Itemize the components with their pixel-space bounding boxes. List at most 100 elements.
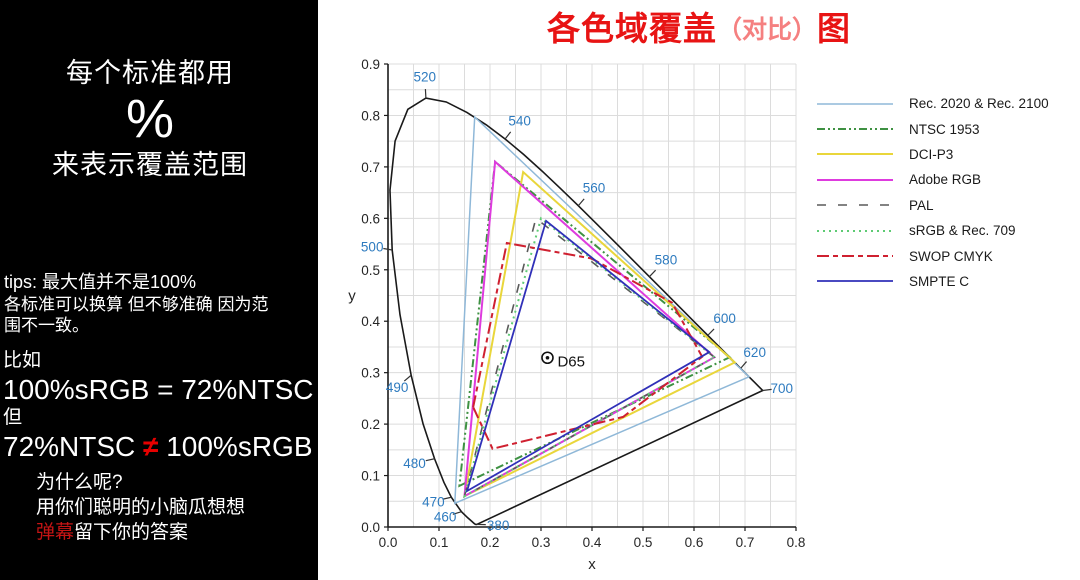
gamut-dci-p3 [463, 170, 737, 498]
legend-line-sample [817, 229, 893, 232]
wavelength-tick [425, 458, 435, 462]
page-title-suffix: 图 [817, 10, 851, 47]
example-intro: 比如 [3, 350, 42, 371]
y-tick-label: 0.0 [361, 520, 380, 535]
page-title-main: 各色域覆盖 [546, 10, 717, 47]
tips-line3: 围不一致。 [4, 316, 89, 335]
wavelength-label: 540 [508, 114, 531, 129]
wavelength-tick [442, 496, 452, 500]
legend-line-sample [817, 255, 893, 258]
legend-item: PAL [815, 193, 1049, 218]
question-line3-rest: 留下你的答案 [74, 522, 189, 543]
legend-line-sample [817, 204, 893, 207]
y-tick-label: 0.7 [361, 160, 380, 175]
legend-item: Rec. 2020 & Rec. 2100 [815, 91, 1049, 116]
legend-item: DCI-P3 [815, 142, 1049, 167]
gamut-swop-cmyk [472, 241, 704, 450]
not-equal-sign: ≠ [143, 431, 159, 462]
gamut-srgb-rec-709 [462, 216, 717, 499]
legend: Rec. 2020 & Rec. 2100 NTSC 1953 DCI-P3 Adob… [815, 91, 1049, 294]
y-tick-label: 0.4 [361, 314, 380, 329]
legend-label: SMPTE C [909, 273, 970, 289]
wavelength-tick [740, 361, 747, 369]
chart-panel: 各色域覆盖（对比）图 0.0 0.1 0.2 0.3 0.4 0.5 0.6 0.7 0.8 0.… [318, 0, 1080, 580]
equation-1: 100%sRGB = 72%NTSC [3, 374, 314, 405]
y-tick-label: 0.8 [361, 108, 380, 123]
x-tick-label: 0.0 [379, 535, 398, 550]
chromaticity-diagram: 0.0 0.1 0.2 0.3 0.4 0.5 0.6 0.7 0.8 0.0 0.1 0.2 0.3 0… [348, 57, 806, 573]
wavelength-tick [762, 388, 772, 392]
page-title: 各色域覆盖（对比）图 [318, 2, 1080, 50]
legend-line-sample [817, 102, 893, 105]
wavelength-tick [707, 328, 715, 336]
wavelength-tick [504, 131, 512, 140]
legend-item: Adobe RGB [815, 167, 1049, 192]
x-tick-label: 0.4 [583, 535, 602, 550]
question-line3: 弹幕留下你的答案 [36, 520, 245, 545]
x-tick-label: 0.1 [430, 535, 449, 550]
page-title-paren: （对比） [716, 16, 817, 44]
wavelength-tick [452, 511, 462, 515]
gamut-ntsc-1953 [458, 159, 732, 488]
headline-line1: 每个标准都用 [66, 58, 234, 88]
question-block: 为什么呢? 用你们聪明的小脑瓜想想 弹幕留下你的答案 [36, 470, 245, 545]
grid [387, 63, 797, 528]
equation-2-left: 72%NTSC [3, 431, 144, 462]
legend-label: SWOP CMYK [909, 248, 993, 264]
tips-line2: 各标准可以换算 但不够准确 因为范 [4, 295, 269, 314]
legend-line-sample [817, 153, 893, 156]
x-tick-label: 0.6 [685, 535, 704, 550]
legend-item: sRGB & Rec. 709 [815, 218, 1049, 243]
legend-line-sample [817, 178, 893, 181]
legend-label: Adobe RGB [909, 172, 982, 188]
wavelength-label: 520 [413, 69, 436, 84]
percent-symbol: % [125, 89, 174, 149]
headline-line2: 来表示覆盖范围 [52, 150, 248, 180]
wavelength-tick [577, 198, 585, 207]
legend-label: NTSC 1953 [909, 121, 980, 137]
y-tick-label: 0.6 [361, 211, 380, 226]
wavelength-label: 490 [386, 380, 409, 395]
wavelength-label: 560 [583, 180, 606, 195]
example-but: 但 [3, 407, 23, 428]
wavelength-tick [383, 247, 393, 251]
y-tick-label: 0.5 [361, 263, 380, 278]
tips-block: tips: 最大值并不是100% 各标准可以换算 但不够准确 因为范 围不一致。 [4, 271, 316, 336]
legend-line-sample [817, 280, 893, 283]
wavelength-label: 600 [713, 311, 736, 326]
y-tick-label: 0.9 [361, 57, 380, 72]
equation-2-right: 100%sRGB [158, 431, 313, 462]
gamut-rec-2020-rec-2100 [453, 115, 751, 505]
wavelength-label: 480 [403, 456, 426, 471]
legend-item: SMPTE C [815, 269, 1049, 294]
headline-block: 每个标准都用 % 来表示覆盖范围 [0, 56, 300, 182]
legend-item: NTSC 1953 [815, 116, 1049, 141]
equation-2: 72%NTSC ≠ 100%sRGB [3, 430, 318, 463]
wavelength-label: 580 [655, 252, 678, 267]
wavelength-label: 460 [434, 510, 457, 525]
spectral-locus [389, 97, 765, 526]
legend-line-sample [817, 128, 893, 131]
wavelength-label: 380 [487, 518, 510, 533]
y-tick-label: 0.2 [361, 417, 380, 432]
x-tick-label: 0.8 [787, 535, 806, 550]
left-text-panel: 每个标准都用 % 来表示覆盖范围 tips: 最大值并不是100% 各标准可以换… [0, 0, 318, 580]
x-tick-label: 0.5 [634, 535, 653, 550]
wavelength-label: 620 [743, 345, 766, 360]
wavelength-tick [648, 269, 657, 278]
gamut-pal [463, 216, 716, 498]
example-block: 比如 100%sRGB = 72%NTSC 但 72%NTSC ≠ 100%sR… [3, 349, 318, 463]
d65-label: D65 [557, 354, 585, 371]
legend-label: DCI-P3 [909, 146, 954, 162]
wavelength-label: 500 [361, 240, 384, 255]
question-line1: 为什么呢? [36, 472, 123, 493]
d65-marker-dot [545, 355, 550, 360]
x-axis-label: x [588, 556, 596, 573]
wavelength-tick [403, 374, 412, 382]
legend-label: Rec. 2020 & Rec. 2100 [909, 96, 1049, 112]
danmu-word: 弹幕 [36, 522, 75, 543]
gamut-smpte-c [465, 219, 711, 493]
x-tick-label: 0.3 [532, 535, 551, 550]
wavelength-label: 470 [422, 494, 445, 509]
y-tick-label: 0.3 [361, 366, 380, 381]
